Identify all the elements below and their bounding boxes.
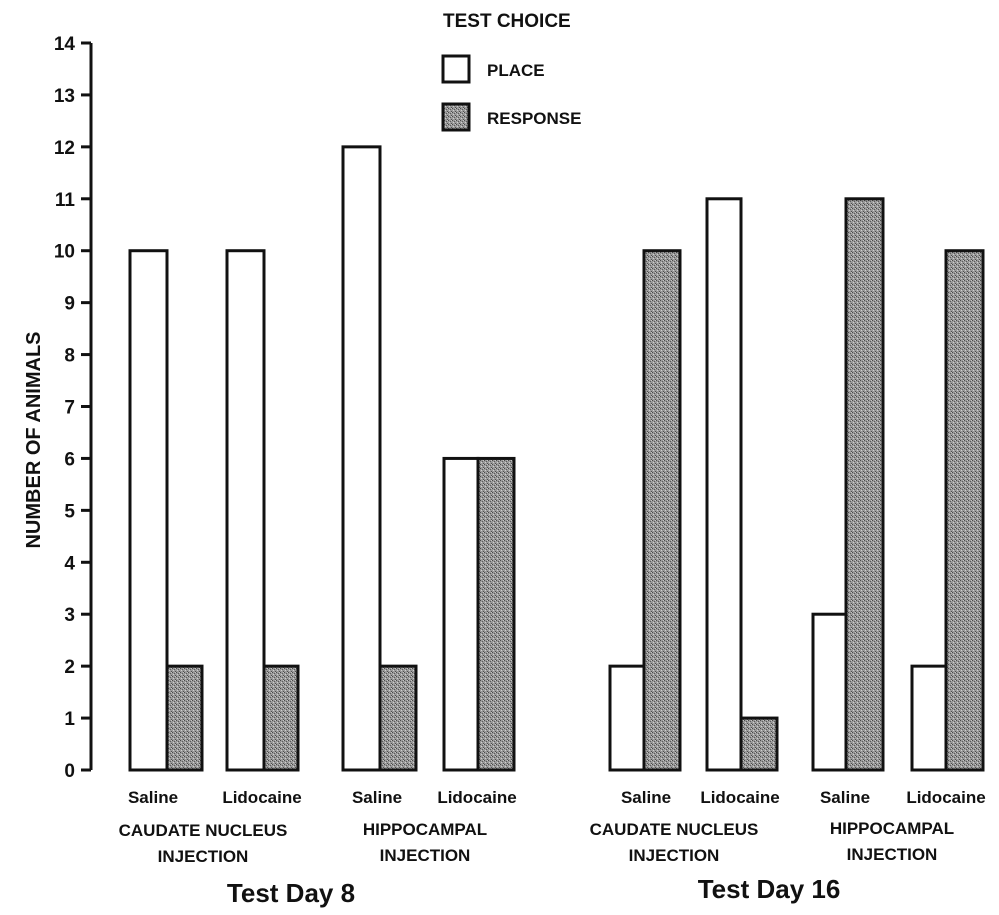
legend: TEST CHOICE PLACE RESPONSE xyxy=(441,11,581,132)
bar-response xyxy=(642,249,682,772)
bar-response xyxy=(944,249,985,772)
y-tick-label: 4 xyxy=(64,553,75,574)
y-tick-label: 13 xyxy=(54,86,75,107)
bar-response xyxy=(378,664,418,772)
group-label-line1: HIPPOCAMPAL xyxy=(830,819,954,838)
legend-swatch-place xyxy=(441,54,471,84)
condition-label: Lidocaine xyxy=(222,788,301,807)
bar-response xyxy=(165,664,204,772)
y-tick-label: 1 xyxy=(64,709,75,730)
bar-response xyxy=(262,664,300,772)
y-tick-label: 11 xyxy=(55,190,76,211)
legend-title: TEST CHOICE xyxy=(443,11,571,32)
condition-label: Saline xyxy=(128,788,178,807)
bar-place xyxy=(225,249,266,772)
y-tick-label: 0 xyxy=(64,761,75,782)
condition-label: Lidocaine xyxy=(700,788,779,807)
condition-label: Lidocaine xyxy=(906,788,985,807)
panel-label: Test Day 8 xyxy=(227,878,355,908)
y-tick-label: 9 xyxy=(64,294,75,315)
legend-label-response: RESPONSE xyxy=(487,109,581,128)
condition-label: Saline xyxy=(621,788,671,807)
condition-label: Saline xyxy=(820,788,870,807)
group-label-line1: CAUDATE NUCLEUS xyxy=(590,820,759,839)
bar-place xyxy=(705,197,743,772)
y-tick-label: 10 xyxy=(54,242,75,263)
bar-response xyxy=(476,456,516,772)
y-axis-title: NUMBER OF ANIMALS xyxy=(23,331,45,548)
bar-place xyxy=(128,249,169,772)
y-tick-label: 12 xyxy=(54,138,75,159)
y-tick-label: 5 xyxy=(64,501,75,522)
group-label-line1: HIPPOCAMPAL xyxy=(363,820,487,839)
panel-label: Test Day 16 xyxy=(698,874,841,904)
condition-label: Saline xyxy=(352,788,402,807)
y-tick-label: 8 xyxy=(64,346,75,367)
legend-swatch-response xyxy=(441,102,471,132)
y-tick-label: 7 xyxy=(64,398,75,419)
bar-response xyxy=(739,716,779,772)
group-label-line2: INJECTION xyxy=(847,845,938,864)
y-tick-label: 2 xyxy=(64,657,75,678)
legend-label-place: PLACE xyxy=(487,61,545,80)
group-label-line2: INJECTION xyxy=(629,846,720,865)
condition-label: Lidocaine xyxy=(437,788,516,807)
bar-place xyxy=(442,456,480,772)
bar-place xyxy=(608,664,646,772)
bar-place xyxy=(811,612,848,772)
y-tick-label: 3 xyxy=(64,605,75,626)
category-labels: Test Day 8 CAUDATE NUCLEUS INJECTION Saline… xyxy=(119,788,986,908)
bar-place xyxy=(910,664,948,772)
bar-place xyxy=(341,145,382,772)
bars xyxy=(128,145,985,772)
y-tick-label: 14 xyxy=(54,34,76,55)
group-label-line2: INJECTION xyxy=(380,846,471,865)
group-label-line2: INJECTION xyxy=(158,847,249,866)
y-tick-label: 6 xyxy=(64,449,75,470)
bar-response xyxy=(844,197,885,772)
group-label-line1: CAUDATE NUCLEUS xyxy=(119,821,288,840)
